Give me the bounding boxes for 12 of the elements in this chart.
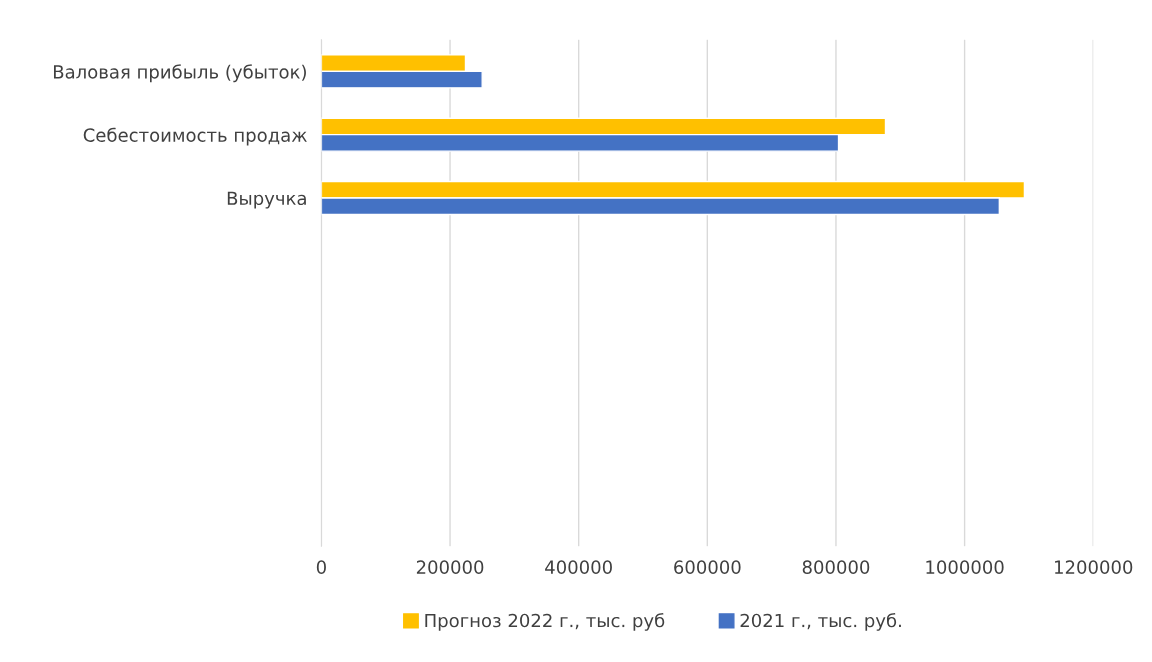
x-tick-label: 600000 <box>674 560 741 575</box>
legend-label: Прогноз 2022 г., тыс. руб <box>425 613 665 631</box>
x-tick-label: 1000000 <box>926 560 1004 575</box>
x-tick-label: 400000 <box>545 560 612 575</box>
y-tick-label: Валовая прибыль (убыток) <box>53 64 306 83</box>
y-tick-label: Выручка <box>227 191 306 209</box>
x-tick-label: 1200000 <box>1055 560 1133 575</box>
x-tick-label: 0 <box>316 560 326 575</box>
x-tick-label: 200000 <box>416 560 484 575</box>
y-tick-label: Себестоимость продаж <box>83 127 307 146</box>
legend-label: 2021 г., тыс. руб. <box>740 613 901 631</box>
x-tick-label: 800000 <box>802 560 870 575</box>
